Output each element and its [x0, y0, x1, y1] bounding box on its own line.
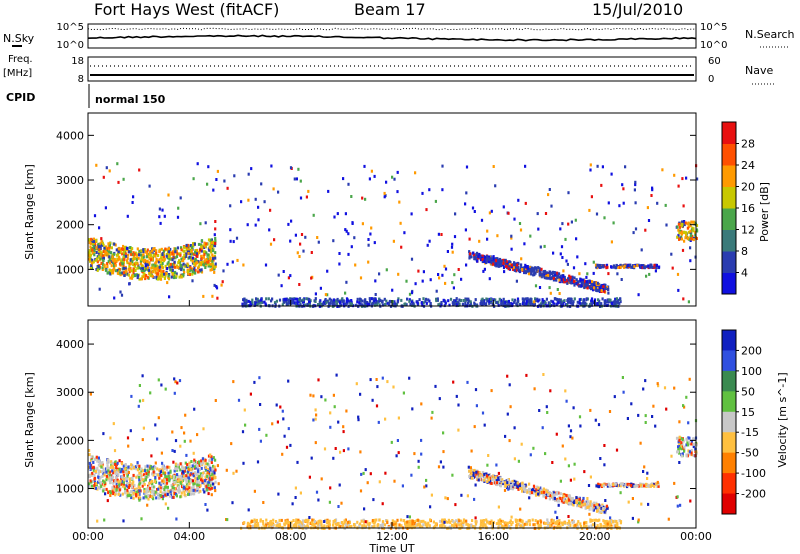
power-panel: 1000 2000 3000 4000 Slant Range [km] 4 8 12 16… [23, 112, 771, 308]
colorbar-tick: 28 [741, 138, 755, 151]
colorbar-swatch [722, 186, 736, 209]
noise-right-tick-top: 10^5 [700, 22, 727, 33]
colorbar-swatch [722, 122, 736, 144]
xtick-label: 08:00 [275, 530, 307, 543]
xtick-label: 00:00 [680, 530, 712, 543]
colorbar-tick: -200 [741, 488, 766, 501]
colorbar-tick: -100 [741, 467, 766, 480]
velocity-ylabel: Slant Range [km] [23, 372, 36, 468]
noise-left-tick-bottom: 10^0 [57, 40, 84, 51]
colorbar-swatch [722, 272, 736, 295]
xtick-label: 16:00 [477, 530, 509, 543]
date-label: 15/Jul/2010 [592, 0, 683, 19]
noise-sky-line [87, 34, 697, 42]
freq-panel: Freq. [MHz] 18 8 60 0 Nave [3, 54, 775, 85]
velocity-colorbar-label: Velocity [m s^-1] [776, 372, 789, 467]
colorbar-tick: 12 [741, 224, 755, 237]
colorbar-swatch [722, 370, 736, 392]
colorbar-swatch [722, 452, 736, 474]
power-data [88, 162, 699, 308]
ytick-label: 3000 [56, 174, 84, 187]
ytick-label: 3000 [56, 386, 84, 399]
colorbar-swatch [722, 208, 736, 230]
noise-left-tick-top: 10^5 [57, 22, 84, 33]
colorbar-tick: 100 [741, 365, 762, 378]
freq-label: Freq. [8, 54, 33, 65]
colorbar-swatch [722, 432, 736, 454]
ytick-label: 4000 [56, 338, 84, 351]
noise-panel: N.Sky 10^5 10^0 10^5 10^0 N.Search [3, 22, 795, 51]
velocity-colorbar: 200 100 50 15 -15 -50 -100 -200 [721, 329, 766, 515]
ytick-label: 2000 [56, 219, 84, 232]
colorbar-swatch [722, 229, 736, 252]
colorbar-tick: 50 [741, 385, 755, 398]
noise-right-tick-bottom: 10^0 [700, 40, 727, 51]
freq-tick-top: 18 [71, 56, 84, 67]
xtick-label: 04:00 [173, 530, 205, 543]
colorbar-swatch [722, 350, 736, 372]
cpid-label: CPID [6, 91, 35, 104]
velocity-panel: 1000 2000 3000 4000 Slant Range [km] 00:00 0… [23, 319, 789, 554]
cpid-mode: normal 150 [95, 93, 166, 106]
colorbar-tick: 8 [741, 245, 748, 258]
colorbar-tick: 16 [741, 202, 755, 215]
freq-tick-bottom: 8 [78, 74, 84, 85]
colorbar-swatch [722, 493, 736, 515]
beam-label: Beam 17 [354, 0, 426, 19]
noise-search-line [87, 27, 697, 31]
nave-tick-top: 60 [708, 56, 721, 67]
colorbar-swatch [722, 165, 736, 187]
station-title: Fort Hays West (fitACF) [94, 0, 279, 19]
colorbar-tick: 20 [741, 181, 755, 194]
ytick-label: 1000 [56, 263, 84, 276]
xtick-label: 20:00 [579, 530, 611, 543]
colorbar-tick: 200 [741, 344, 762, 357]
power-colorbar: 4 8 12 16 20 24 28 [721, 121, 755, 295]
noise-search-label: N.Search [745, 28, 795, 41]
ytick-label: 2000 [56, 434, 84, 447]
power-ylabel: Slant Range [km] [23, 164, 36, 260]
colorbar-tick: 15 [741, 406, 755, 419]
colorbar-swatch [722, 251, 736, 273]
colorbar-tick: 4 [741, 267, 748, 280]
colorbar-swatch [722, 143, 736, 166]
colorbar-tick: 24 [741, 159, 755, 172]
ytick-label: 4000 [56, 129, 84, 142]
xtick-label: 00:00 [72, 530, 104, 543]
colorbar-swatch [722, 473, 736, 495]
colorbar-swatch [722, 391, 736, 413]
xtick-label: 12:00 [376, 530, 408, 543]
colorbar-tick: -50 [741, 447, 759, 460]
colorbar-tick: -15 [741, 426, 759, 439]
time-axis-label: Time UT [368, 542, 414, 554]
velocity-data [88, 373, 698, 530]
ytick-label: 1000 [56, 483, 84, 496]
colorbar-swatch [722, 330, 736, 351]
colorbar-swatch [722, 411, 736, 433]
freq-unit-label: [MHz] [3, 68, 32, 79]
noise-sky-label: N.Sky [3, 32, 35, 45]
power-colorbar-label: Power [dB] [758, 182, 771, 242]
nave-tick-bottom: 0 [708, 74, 714, 85]
nave-label: Nave [745, 64, 773, 77]
